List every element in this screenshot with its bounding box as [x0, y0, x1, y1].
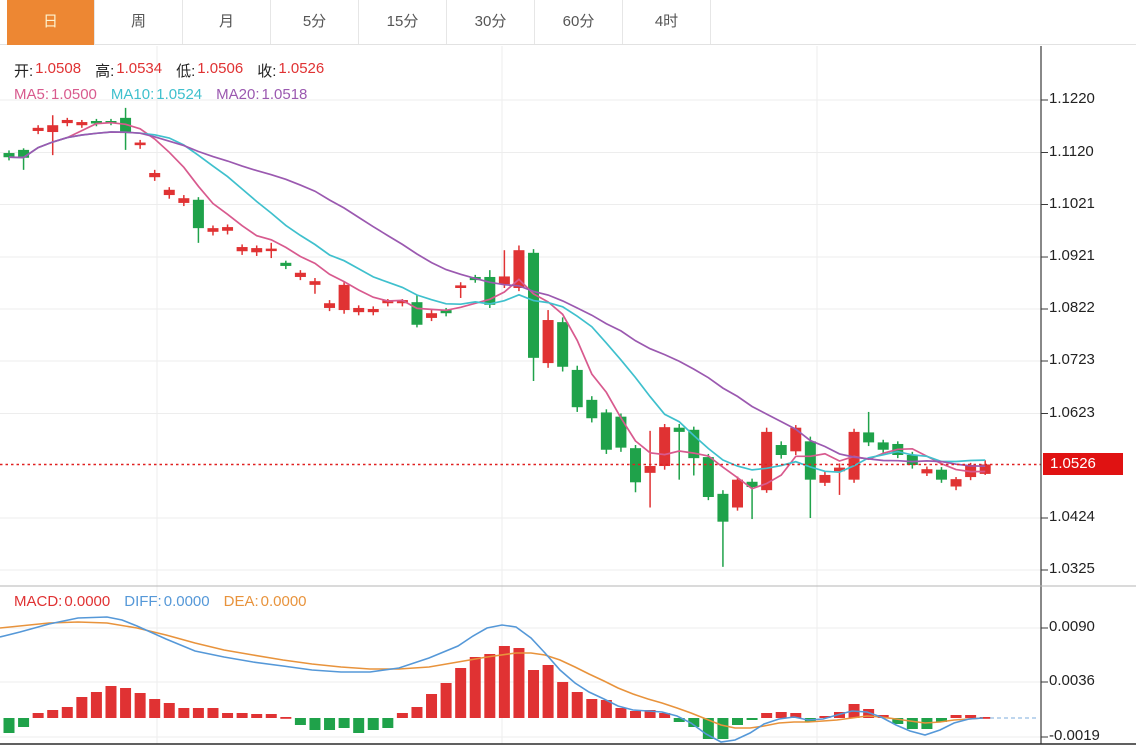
tab-month[interactable]: 月	[183, 0, 271, 44]
macd-label: MACD:	[14, 593, 63, 610]
tab-30min[interactable]: 30分	[447, 0, 535, 44]
tab-5min[interactable]: 5分	[271, 0, 359, 44]
macd-value: 0.0000	[64, 593, 111, 610]
ma5-label: MA5:	[14, 86, 50, 103]
price-axis-label: 1.1120	[1049, 142, 1094, 160]
tab-4hour[interactable]: 4时	[623, 0, 711, 44]
price-axis-label: 1.0325	[1049, 560, 1095, 577]
ma10-label: MA10:	[110, 86, 155, 103]
tab-60min[interactable]: 60分	[535, 0, 623, 44]
tab-week[interactable]: 周	[95, 0, 183, 44]
macd-legend: MACD: 0.0000 DIFF: 0.0000 DEA: 0.0000	[14, 593, 307, 610]
close-label: 收:	[257, 63, 277, 80]
macd-axis-label: 0.0090	[1049, 618, 1095, 635]
ma20-label: MA20:	[216, 86, 260, 103]
close-value: 1.0526	[278, 60, 325, 77]
diff-label: DIFF:	[124, 593, 162, 610]
price-axis-label: 1.0921	[1049, 247, 1095, 265]
current-price-badge: 1.0526	[1043, 453, 1123, 476]
price-axis-label: 1.1021	[1049, 194, 1095, 212]
diff-value: 0.0000	[163, 593, 210, 610]
timeframe-tabbar: 日 周 月 5分 15分 30分 60分 4时	[0, 0, 1136, 45]
low-value: 1.0506	[197, 60, 244, 77]
ohlc-legend: 开: 1.0508 高: 1.0534 低: 1.0506 收: 1.0526	[14, 60, 324, 81]
ma20-value: 1.0518	[261, 86, 308, 103]
ma10-value: 1.0524	[156, 86, 203, 103]
dea-value: 0.0000	[260, 593, 307, 610]
price-axis-label: 1.0424	[1049, 508, 1095, 525]
ma5-value: 1.0500	[51, 86, 97, 103]
macd-axis-label: 0.0036	[1049, 672, 1095, 689]
tab-15min[interactable]: 15分	[359, 0, 447, 44]
tab-day[interactable]: 日	[7, 0, 95, 45]
price-axis-label: 1.0822	[1049, 299, 1095, 316]
dea-label: DEA:	[223, 593, 259, 610]
price-axis-label: 1.1220	[1049, 90, 1095, 107]
high-label: 高:	[95, 63, 115, 80]
price-axis-label: 1.0723	[1049, 350, 1095, 368]
ma-legend: MA5: 1.0500 MA10: 1.0524 MA20: 1.0518	[14, 86, 307, 103]
price-axis-label: 1.0623	[1049, 403, 1095, 421]
high-value: 1.0534	[116, 60, 163, 77]
low-label: 低:	[176, 63, 196, 80]
open-value: 1.0508	[35, 60, 82, 77]
macd-axis-label: -0.0019	[1049, 727, 1100, 744]
open-label: 开:	[14, 63, 34, 80]
